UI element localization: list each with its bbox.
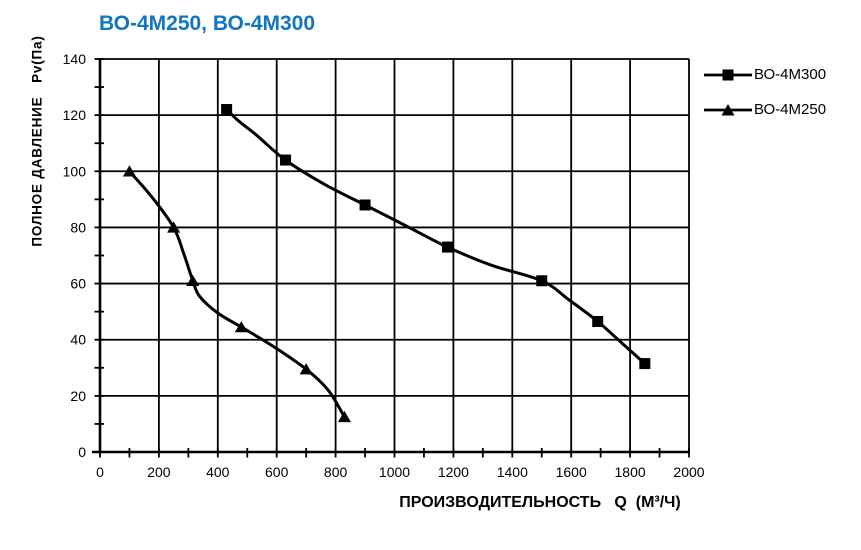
y-tick-label: 120 xyxy=(63,107,87,123)
x-tick-label: 200 xyxy=(147,464,171,480)
triangle-marker-icon xyxy=(234,321,248,333)
square-marker-icon xyxy=(592,315,604,327)
y-tick-label: 100 xyxy=(63,163,87,179)
y-tick-label: 80 xyxy=(70,219,86,235)
square-marker-icon xyxy=(280,154,292,166)
x-tick-label: 1600 xyxy=(556,464,587,480)
legend-label: ВО-4М300 xyxy=(754,66,827,83)
chart-title: ВО-4М250, ВО-4М300 xyxy=(99,12,316,35)
y-tick-labels: 0 20 40 60 80 100 120 140 xyxy=(63,51,87,460)
axis-ticks xyxy=(94,58,690,458)
y-tick-label: 20 xyxy=(70,388,86,404)
square-marker-icon xyxy=(359,199,371,211)
x-tick-label: 2000 xyxy=(673,464,704,480)
y-tick-label: 0 xyxy=(78,444,86,460)
y-tick-label: 60 xyxy=(70,276,86,292)
x-tick-label: 800 xyxy=(324,464,348,480)
series-triangle xyxy=(122,165,351,423)
square-legend-marker-icon xyxy=(704,69,752,81)
series-line xyxy=(127,169,346,419)
x-tick-label: 1000 xyxy=(379,464,410,480)
legend-item-square: ВО-4М300 xyxy=(704,67,826,83)
triangle-marker-icon xyxy=(167,221,181,233)
series-line xyxy=(225,108,647,366)
legend-item-triangle: ВО-4М250 xyxy=(704,102,826,118)
square-marker-icon xyxy=(442,241,454,253)
y-tick-label: 140 xyxy=(63,51,87,67)
x-tick-label: 600 xyxy=(265,464,289,480)
triangle-legend-marker-icon xyxy=(704,104,752,116)
x-tick-label: 1400 xyxy=(497,464,528,480)
square-marker-icon xyxy=(639,358,651,370)
x-tick-label: 400 xyxy=(206,464,230,480)
y-axis-title: ПОЛНОЕ ДАВЛЕНИЕ Pv(Па) xyxy=(29,35,45,247)
square-marker-icon xyxy=(536,275,548,287)
triangle-marker-icon xyxy=(337,410,351,423)
x-tick-labels: 0 200 400 600 800 1000 1200 1400 1600 1800 2000 xyxy=(96,464,705,480)
legend: ВО-4М300 ВО-4М250 xyxy=(704,67,826,118)
legend-label: ВО-4М250 xyxy=(754,101,827,118)
gridlines xyxy=(100,58,690,452)
triangle-marker-icon xyxy=(186,274,200,286)
square-marker-icon xyxy=(221,104,233,116)
triangle-marker-icon xyxy=(299,363,313,375)
x-tick-label: 1200 xyxy=(438,464,469,480)
axes xyxy=(92,58,690,454)
x-tick-label: 0 xyxy=(96,464,104,480)
x-tick-label: 1800 xyxy=(615,464,646,480)
x-axis-title: ПРОИЗВОДИТЕЛЬНОСТЬ Q (М³/Ч) xyxy=(399,494,681,511)
series-square xyxy=(221,104,651,370)
triangle-marker-icon xyxy=(122,165,136,177)
y-tick-label: 40 xyxy=(70,332,86,348)
